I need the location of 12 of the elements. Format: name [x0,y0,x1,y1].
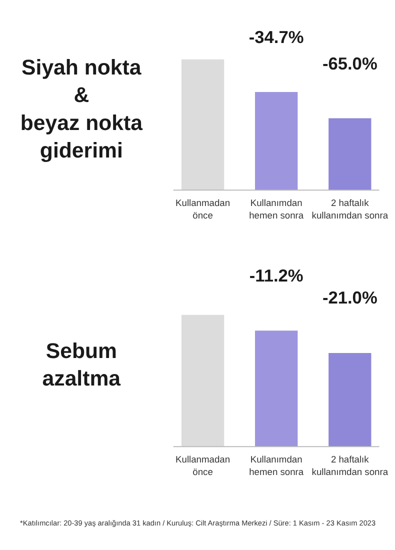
annotation: -65.0% [322,53,378,74]
text: Siyah nokta & beyaz nokta giderimi [20,56,143,162]
x-tick-label: Kullanmadan önce [176,454,230,478]
text: Sebum azaltma [42,339,121,391]
x-tick-label: 2 haftalık kullanımdan sonra [312,198,389,220]
text: -21.0% [322,288,378,308]
x-tick-label: 2 haftalık kullanımdan sonra [312,454,389,478]
x-tick-label: Kullanmadan önce [176,198,230,220]
text: -11.2% [249,265,304,286]
text: -34.7% [248,27,304,48]
x-tick-label: Kullanımdan hemen sonra [249,198,304,220]
x-tick-label: Kullanımdan hemen sonra [249,454,304,478]
